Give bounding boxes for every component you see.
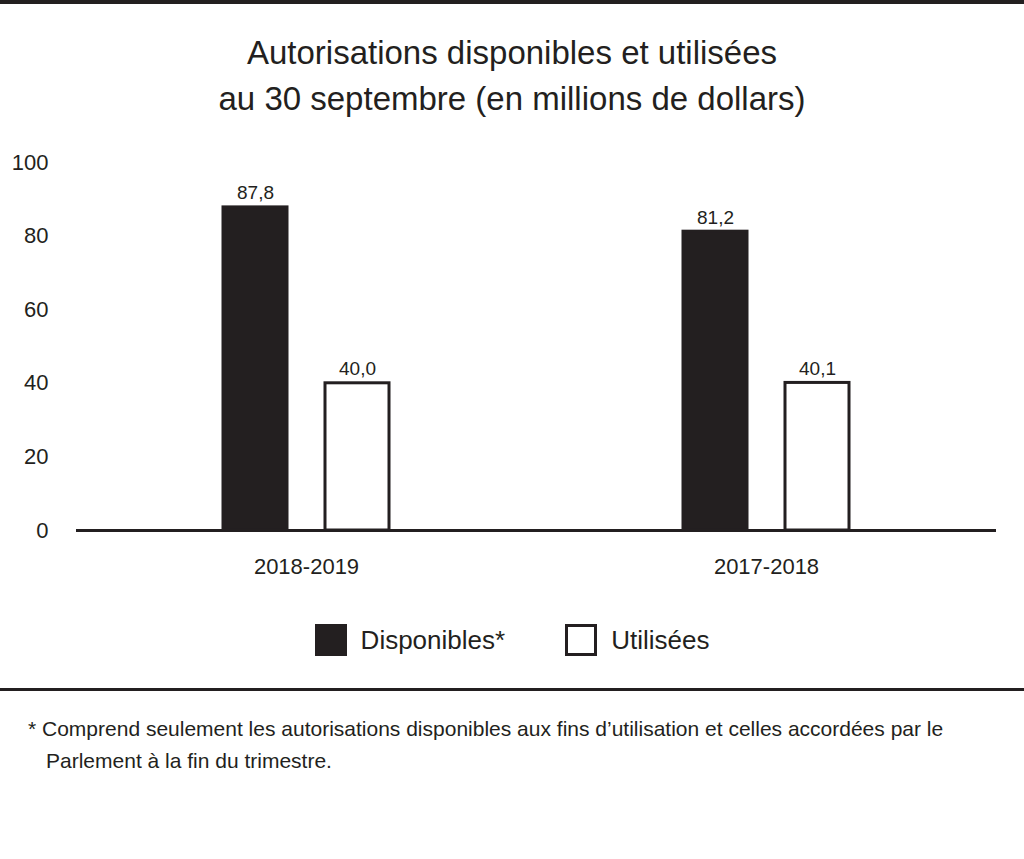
svg-text:81,2: 81,2 (697, 207, 734, 228)
svg-text:2017-2018: 2017-2018 (714, 554, 819, 579)
html-text:Autorisations disponibles et u: Autorisations disponibles et utilisées (246, 34, 778, 71)
svg-text:40: 40 (24, 370, 48, 395)
svg-text:40,0: 40,0 (339, 358, 376, 379)
html-text:Disponibles*: Disponibles* (360, 624, 506, 655)
svg-text:2018-2019: 2018-2019 (254, 554, 359, 579)
svg-text:60: 60 (24, 297, 48, 322)
svg-text:0: 0 (36, 518, 48, 543)
svg-text:20: 20 (24, 444, 48, 469)
svg-text:100: 100 (12, 150, 49, 175)
svg-text:87,8: 87,8 (237, 182, 274, 203)
svg-text:80: 80 (24, 223, 48, 248)
svg-text:40,1: 40,1 (799, 358, 836, 379)
html-text:au 30 septembre (en millions d: au 30 septembre (en millions de dollars) (218, 80, 806, 117)
html-text:* Comprend seulement les autor: * Comprend seulement les autorisations d… (28, 717, 944, 772)
html-text:Utilisées: Utilisées (611, 624, 710, 655)
